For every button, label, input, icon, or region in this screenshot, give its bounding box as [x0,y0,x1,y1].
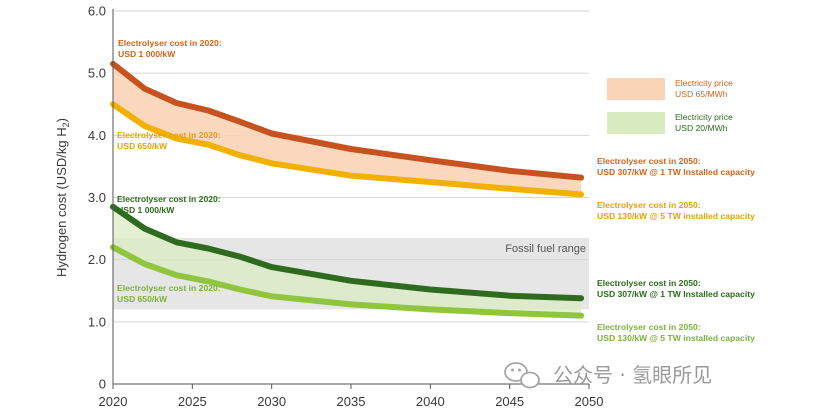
annotation-orange-2050-high-line-2: USD 307/kW @ 1 TW Installed capacity [597,167,755,177]
y-axis-label-main: Hydrogen cost (USD/kg H [54,127,69,277]
legend-label-green: USD 20/MWh [675,123,728,133]
y-tick-label: 6.0 [88,4,106,19]
series-line-green-low [110,244,585,319]
y-tick-label: 2.0 [88,252,106,267]
fossil-fuel-range-label: Fossil fuel range [505,243,586,255]
watermark-text: 公众号 · 氢眼所见 [553,363,712,387]
series-lines [110,60,585,319]
series-line-orange-low [110,101,585,198]
series-line-orange-high [110,60,585,181]
x-tick-label: 2050 [575,394,604,409]
legend-swatch-orange [607,78,665,100]
annotation-green-2050-high-line-1: Electrolyser cost in 2050: [597,278,701,288]
x-tick-label: 2045 [495,394,524,409]
legend-swatch-green [607,112,665,134]
y-tick-label: 5.0 [88,66,106,81]
annotation-green-2020-high-line-2: USD 1 000/kW [117,205,175,215]
wechat-icon [504,362,540,389]
axes: 0 1.0 2.0 3.0 4.0 5.0 6.0 2020 2025 2030 2035 2040 2… [54,4,603,410]
annotation-green-2050-low-line-2: USD 130/kW @ 5 TW installed capacity [597,333,755,343]
annotation-green-2050-low-line-1: Electrolyser cost in 2050: [597,322,701,332]
legend-label-orange: USD 65/MWh [675,89,728,99]
legend-label-orange: Electricity price [675,78,733,88]
annotation-green-2020-low-line-2: USD 650/kW [117,294,168,304]
green-area-fill [113,206,582,316]
annotation-green-2050-high-line-2: USD 307/kW @ 1 TW Installed capacity [597,289,755,299]
y-tick-label: 3.0 [88,190,106,205]
x-tick-label: 2025 [178,394,207,409]
wechat-icon-eye [518,368,521,372]
annotation-green-2020-high-line-1: Electrolyser cost in 2020: [117,194,221,204]
annotation-green-2020-low-line-1: Electrolyser cost in 2020: [117,283,221,293]
y-tick-label: 1.0 [88,314,106,329]
wechat-icon-eye [511,368,514,372]
annotations: Electrolyser cost in 2020:USD 1 000/kWEl… [117,38,755,343]
watermark: 公众号 · 氢眼所见 [504,362,712,389]
annotation-orange-2020-high-line-2: USD 1 000/kW [118,49,176,59]
y-tick-label: 0 [99,377,106,392]
x-tick-label: 2040 [416,394,445,409]
y-axis-label: Hydrogen cost (USD/kg H2) [54,118,71,277]
y-axis-label-subscript: 2 [61,122,71,127]
y-axis-label-end: ) [54,118,69,122]
annotation-orange-2020-low-line-1: Electrolyser cost in 2020: [117,130,221,140]
annotation-orange-2020-high-line-1: Electrolyser cost in 2020: [118,38,222,48]
annotation-orange-2020-low-line-2: USD 650/kW [117,141,168,151]
x-tick-label: 2020 [99,394,128,409]
legend-label-green: Electricity price [675,112,733,122]
gridlines [113,10,589,323]
orange-area-fill [113,63,582,195]
annotation-orange-2050-low-line-1: Electrolyser cost in 2050: [597,200,701,210]
annotation-orange-2050-low-line-2: USD 130/kW @ 5 TW installed capacity [597,211,755,221]
wechat-icon-bubble-small [520,371,540,389]
y-tick-label: 4.0 [88,128,106,143]
x-tick-label: 2035 [337,394,366,409]
series-line-green-high [110,203,585,302]
x-tick-label: 2030 [257,394,286,409]
annotation-orange-2050-high-line-1: Electrolyser cost in 2050: [597,156,701,166]
area-fills [113,63,582,316]
